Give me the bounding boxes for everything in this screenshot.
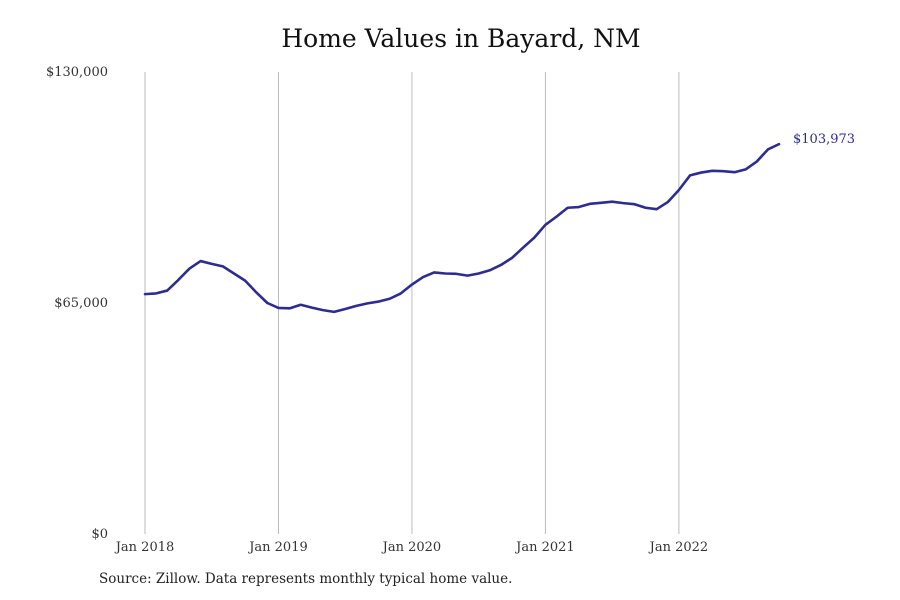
y-tick-label: $0: [91, 527, 108, 542]
chart-title: Home Values in Bayard, NM: [281, 24, 641, 53]
x-tick-label: Jan 2022: [648, 540, 709, 555]
end-value-label: $103,973: [793, 132, 855, 147]
x-axis-tick-labels: Jan 2018 Jan 2019 Jan 2020 Jan 2021 Jan 2022: [114, 540, 708, 555]
vertical-gridlines: [144, 72, 680, 534]
series-layer: [143, 142, 781, 314]
y-tick-label: $130,000: [46, 65, 108, 80]
x-tick-label: Jan 2020: [381, 540, 442, 555]
x-tick-label: Jan 2019: [247, 540, 308, 555]
y-tick-label: $65,000: [54, 296, 108, 311]
series-line: [143, 142, 781, 314]
end-value-label-layer: $103,973: [793, 132, 855, 147]
source-note: Source: Zillow. Data represents monthly …: [99, 571, 513, 587]
x-tick-label: Jan 2021: [514, 540, 575, 555]
y-axis-tick-labels: $0 $65,000 $130,000: [46, 65, 108, 542]
x-tick-label: Jan 2018: [114, 540, 175, 555]
